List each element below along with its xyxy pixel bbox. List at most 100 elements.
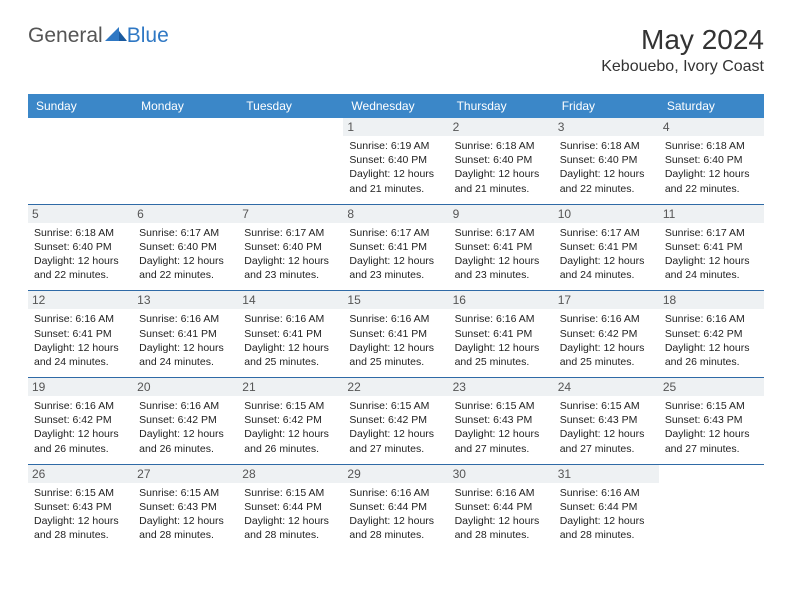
day-info: Sunrise: 6:15 AMSunset: 6:44 PMDaylight:… [244, 486, 337, 543]
calendar-row: 1Sunrise: 6:19 AMSunset: 6:40 PMDaylight… [28, 118, 764, 204]
calendar-row: 19 Sunrise: 6:16 AMSunset: 6:42 PMDayligh… [28, 378, 764, 465]
day-number: 15 [343, 291, 448, 309]
calendar-cell: 27 Sunrise: 6:15 AMSunset: 6:43 PMDayligh… [133, 464, 238, 550]
day-info: Sunrise: 6:16 AMSunset: 6:41 PMDaylight:… [139, 312, 232, 369]
logo-text-blue: Blue [127, 24, 169, 48]
calendar-cell: 3 Sunrise: 6:18 AMSunset: 6:40 PMDaylight… [554, 118, 659, 204]
day-number: 17 [554, 291, 659, 309]
calendar-cell: 22 Sunrise: 6:15 AMSunset: 6:42 PMDayligh… [343, 378, 448, 465]
day-number: 11 [659, 205, 764, 223]
calendar-cell: 8Sunrise: 6:17 AMSunset: 6:41 PMDaylight… [343, 204, 448, 291]
calendar-body: 1Sunrise: 6:19 AMSunset: 6:40 PMDaylight… [28, 118, 764, 550]
day-info: Sunrise: 6:16 AMSunset: 6:44 PMDaylight:… [560, 486, 653, 543]
day-number: 28 [238, 465, 343, 483]
day-info: Sunrise: 6:17 AMSunset: 6:41 PMDaylight:… [455, 226, 548, 283]
logo-text-general: General [28, 24, 103, 48]
calendar-cell: 31 Sunrise: 6:16 AMSunset: 6:44 PMDayligh… [554, 464, 659, 550]
day-number: 19 [28, 378, 133, 396]
calendar-cell: 14Sunrise: 6:16 AMSunset: 6:41 PMDayligh… [238, 291, 343, 378]
calendar-cell: 26 Sunrise: 6:15 AMSunset: 6:43 PMDayligh… [28, 464, 133, 550]
calendar-cell [133, 118, 238, 204]
location-subtitle: Kebouebo, Ivory Coast [601, 58, 764, 76]
day-number: 12 [28, 291, 133, 309]
calendar-cell: 29Sunrise: 6:16 AMSunset: 6:44 PMDayligh… [343, 464, 448, 550]
day-number: 4 [659, 118, 764, 136]
logo: General Blue [28, 24, 169, 48]
calendar-cell: 20 Sunrise: 6:16 AMSunset: 6:42 PMDayligh… [133, 378, 238, 465]
calendar-cell [28, 118, 133, 204]
day-info: Sunrise: 6:16 AMSunset: 6:42 PMDaylight:… [665, 312, 758, 369]
calendar-table: SundayMondayTuesdayWednesdayThursdayFrid… [28, 94, 764, 550]
calendar-cell: 28 Sunrise: 6:15 AMSunset: 6:44 PMDayligh… [238, 464, 343, 550]
calendar-cell: 2 Sunrise: 6:18 AMSunset: 6:40 PMDaylight… [449, 118, 554, 204]
calendar-cell: 19 Sunrise: 6:16 AMSunset: 6:42 PMDayligh… [28, 378, 133, 465]
day-number: 20 [133, 378, 238, 396]
calendar-row: 26 Sunrise: 6:15 AMSunset: 6:43 PMDayligh… [28, 464, 764, 550]
day-info: Sunrise: 6:17 AMSunset: 6:41 PMDaylight:… [560, 226, 653, 283]
day-info: Sunrise: 6:15 AMSunset: 6:42 PMDaylight:… [349, 399, 442, 456]
calendar-row: 12 Sunrise: 6:16 AMSunset: 6:41 PMDayligh… [28, 291, 764, 378]
day-number: 27 [133, 465, 238, 483]
calendar-cell: 7 Sunrise: 6:17 AMSunset: 6:40 PMDaylight… [238, 204, 343, 291]
day-info: Sunrise: 6:15 AMSunset: 6:43 PMDaylight:… [560, 399, 653, 456]
calendar-cell: 15 Sunrise: 6:16 AMSunset: 6:41 PMDayligh… [343, 291, 448, 378]
calendar-cell: 10Sunrise: 6:17 AMSunset: 6:41 PMDayligh… [554, 204, 659, 291]
calendar-cell [659, 464, 764, 550]
calendar-cell [238, 118, 343, 204]
weekday-header: Friday [554, 94, 659, 118]
day-number: 29 [343, 465, 448, 483]
day-number: 2 [449, 118, 554, 136]
calendar-cell: 4 Sunrise: 6:18 AMSunset: 6:40 PMDaylight… [659, 118, 764, 204]
calendar-cell: 25 Sunrise: 6:15 AMSunset: 6:43 PMDayligh… [659, 378, 764, 465]
day-number: 21 [238, 378, 343, 396]
day-number: 5 [28, 205, 133, 223]
day-info: Sunrise: 6:17 AMSunset: 6:40 PMDaylight:… [244, 226, 337, 283]
calendar-cell: 24Sunrise: 6:15 AMSunset: 6:43 PMDayligh… [554, 378, 659, 465]
calendar-cell: 17 Sunrise: 6:16 AMSunset: 6:42 PMDayligh… [554, 291, 659, 378]
day-info: Sunrise: 6:15 AMSunset: 6:43 PMDaylight:… [34, 486, 127, 543]
day-number: 31 [554, 465, 659, 483]
title-block: May 2024 Kebouebo, Ivory Coast [601, 24, 764, 76]
day-info: Sunrise: 6:16 AMSunset: 6:44 PMDaylight:… [455, 486, 548, 543]
weekday-header: Wednesday [343, 94, 448, 118]
logo-triangle-icon [105, 25, 127, 48]
day-info: Sunrise: 6:15 AMSunset: 6:43 PMDaylight:… [665, 399, 758, 456]
day-info: Sunrise: 6:18 AMSunset: 6:40 PMDaylight:… [665, 139, 758, 196]
day-number: 14 [238, 291, 343, 309]
day-number: 3 [554, 118, 659, 136]
day-info: Sunrise: 6:16 AMSunset: 6:42 PMDaylight:… [560, 312, 653, 369]
day-info: Sunrise: 6:18 AMSunset: 6:40 PMDaylight:… [560, 139, 653, 196]
page-title: May 2024 [601, 24, 764, 56]
calendar-cell: 1Sunrise: 6:19 AMSunset: 6:40 PMDaylight… [343, 118, 448, 204]
day-number: 6 [133, 205, 238, 223]
day-info: Sunrise: 6:15 AMSunset: 6:43 PMDaylight:… [139, 486, 232, 543]
day-number: 26 [28, 465, 133, 483]
day-info: Sunrise: 6:18 AMSunset: 6:40 PMDaylight:… [455, 139, 548, 196]
weekday-header: Saturday [659, 94, 764, 118]
day-number: 7 [238, 205, 343, 223]
weekday-header: Thursday [449, 94, 554, 118]
day-info: Sunrise: 6:16 AMSunset: 6:41 PMDaylight:… [34, 312, 127, 369]
weekday-header: Tuesday [238, 94, 343, 118]
calendar-cell: 18Sunrise: 6:16 AMSunset: 6:42 PMDayligh… [659, 291, 764, 378]
calendar-cell: 30 Sunrise: 6:16 AMSunset: 6:44 PMDayligh… [449, 464, 554, 550]
day-number: 23 [449, 378, 554, 396]
calendar-cell: 6 Sunrise: 6:17 AMSunset: 6:40 PMDaylight… [133, 204, 238, 291]
calendar-cell: 12 Sunrise: 6:16 AMSunset: 6:41 PMDayligh… [28, 291, 133, 378]
day-number: 30 [449, 465, 554, 483]
day-info: Sunrise: 6:16 AMSunset: 6:42 PMDaylight:… [34, 399, 127, 456]
calendar-cell: 11Sunrise: 6:17 AMSunset: 6:41 PMDayligh… [659, 204, 764, 291]
calendar-row: 5Sunrise: 6:18 AMSunset: 6:40 PMDaylight… [28, 204, 764, 291]
calendar-cell: 21 Sunrise: 6:15 AMSunset: 6:42 PMDayligh… [238, 378, 343, 465]
day-info: Sunrise: 6:17 AMSunset: 6:40 PMDaylight:… [139, 226, 232, 283]
calendar-page: General Blue May 2024 Kebouebo, Ivory Co… [0, 0, 792, 574]
weekday-header: Sunday [28, 94, 133, 118]
day-number: 25 [659, 378, 764, 396]
day-number: 22 [343, 378, 448, 396]
weekday-header-row: SundayMondayTuesdayWednesdayThursdayFrid… [28, 94, 764, 118]
day-info: Sunrise: 6:15 AMSunset: 6:42 PMDaylight:… [244, 399, 337, 456]
header: General Blue May 2024 Kebouebo, Ivory Co… [28, 24, 764, 76]
day-info: Sunrise: 6:16 AMSunset: 6:41 PMDaylight:… [349, 312, 442, 369]
calendar-cell: 23Sunrise: 6:15 AMSunset: 6:43 PMDayligh… [449, 378, 554, 465]
day-info: Sunrise: 6:16 AMSunset: 6:42 PMDaylight:… [139, 399, 232, 456]
